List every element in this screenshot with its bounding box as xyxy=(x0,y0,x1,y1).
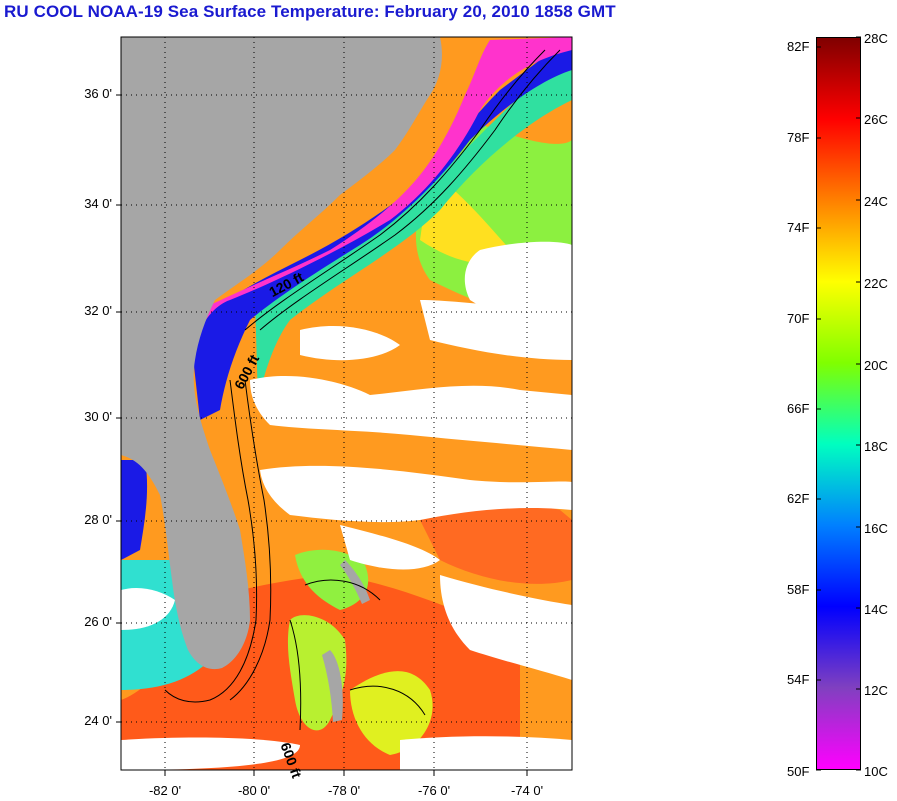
colorbar-f-label: 78F xyxy=(787,130,810,145)
colorbar-f-label: 74F xyxy=(787,220,810,235)
lat-label: 34 0' xyxy=(84,196,112,211)
coastal-magenta xyxy=(200,37,572,330)
colorbar-f-label: 62F xyxy=(787,491,810,506)
axis-ticks xyxy=(116,94,528,776)
bahama-bank-3 xyxy=(350,671,433,755)
shelf-green xyxy=(255,70,572,400)
map-frame xyxy=(120,36,573,771)
colorbar-c-label: 28C xyxy=(864,31,888,46)
land-bahamas-1 xyxy=(340,560,370,604)
lon-label: -76 0' xyxy=(417,783,451,798)
colorbar-f-label: 58F xyxy=(787,582,810,597)
lat-label: 30 0' xyxy=(84,409,112,424)
map-title: RU COOL NOAA-19 Sea Surface Temperature:… xyxy=(4,2,616,21)
colorbar-c-label: 16C xyxy=(864,521,888,536)
land-mainland xyxy=(121,37,442,670)
lat-label: 24 0' xyxy=(84,713,112,728)
colorbar-c-label: 12C xyxy=(864,683,888,698)
colorbar-f-label: 66F xyxy=(787,401,810,416)
gulf-blue xyxy=(121,460,148,560)
grid-lines xyxy=(121,37,572,770)
isobath-contours xyxy=(164,49,561,731)
colorbar-c-label: 18C xyxy=(864,439,888,454)
lat-label: 32 0' xyxy=(84,303,112,318)
colorbar-f-label: 50F xyxy=(787,764,810,779)
lat-label: 26 0' xyxy=(84,614,112,629)
lon-label: -78 0' xyxy=(327,783,361,798)
lat-label: 28 0' xyxy=(84,512,112,527)
colorbar-c-label: 20C xyxy=(864,358,888,373)
land-bahamas-2 xyxy=(322,650,343,722)
colorbar-f-label: 70F xyxy=(787,311,810,326)
lon-label: -74 0' xyxy=(510,783,544,798)
coastal-blue xyxy=(190,45,572,420)
colorbar-c-label: 24C xyxy=(864,194,888,209)
colorbar-f-label: 82F xyxy=(787,39,810,54)
colorbar-c-label: 14C xyxy=(864,602,888,617)
colorbar-c-label: 10C xyxy=(864,764,888,779)
lon-label: -80 0' xyxy=(237,783,271,798)
colorbar-c-label: 22C xyxy=(864,276,888,291)
colorbar-c-label: 26C xyxy=(864,112,888,127)
clouds xyxy=(121,241,572,770)
lon-label: -82 0' xyxy=(148,783,182,798)
colorbar-f-label: 54F xyxy=(787,672,810,687)
temperature-colorbar xyxy=(816,37,861,770)
lat-label: 36 0' xyxy=(84,86,112,101)
ocean-red-east xyxy=(420,505,572,584)
